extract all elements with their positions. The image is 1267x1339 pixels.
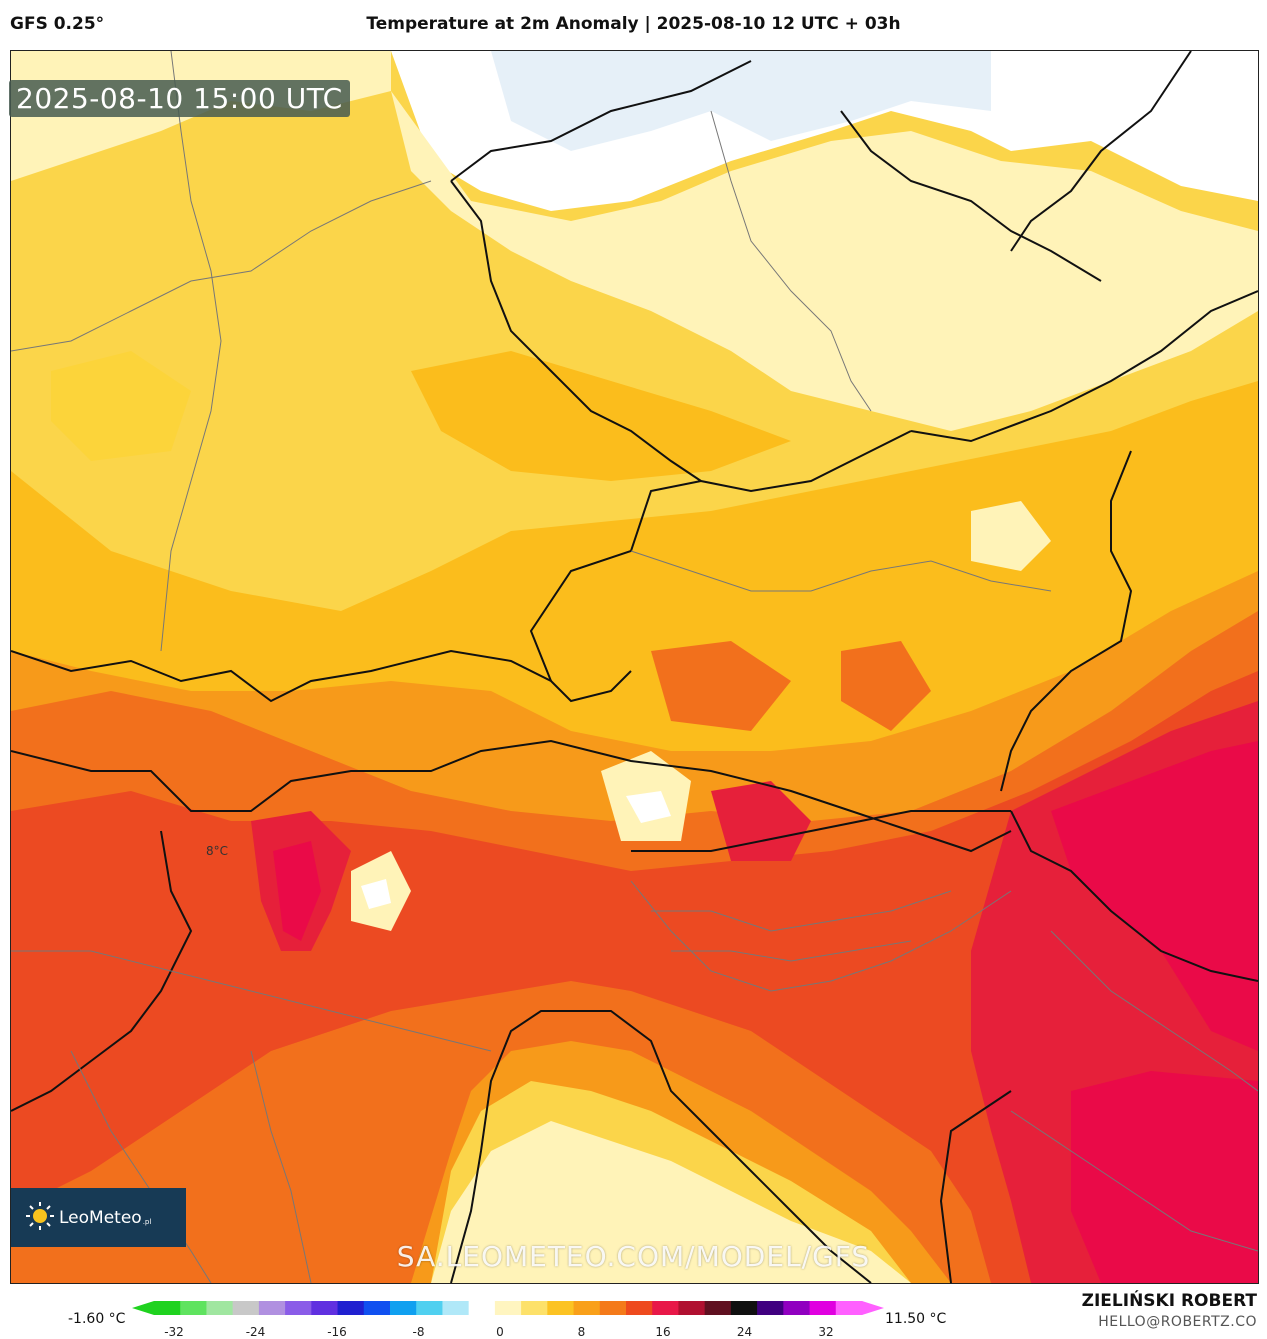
colorbar-swatch [416,1301,443,1315]
country-borders [11,51,1258,1283]
colorbar-max-arrow [862,1301,884,1315]
colorbar-swatch [154,1301,181,1315]
colorbar-swatch [468,1301,496,1315]
colorbar-swatch [626,1301,653,1315]
contour-light-blue [491,51,991,151]
colorbar-swatch [704,1301,732,1315]
map-panel[interactable]: 8°C [10,50,1259,1284]
source-watermark: SA.LEOMETEO.COM/MODEL/GFS [396,1240,871,1273]
valid-time-badge: 2025-08-10 15:00 UTC [9,80,350,117]
colorbar-swatch [757,1301,784,1315]
colorbar-tick-label: -16 [327,1325,347,1339]
author-name: ZIELIŃSKI ROBERT [1081,1291,1257,1311]
contour-orange-bubble-1 [651,641,791,731]
colorbar-swatch [232,1301,260,1315]
colorbar-swatch [390,1301,417,1315]
contour-light-spot-3 [971,501,1051,571]
colorbar-swatch [311,1301,339,1315]
colorbar-swatch [652,1301,679,1315]
colorbar-swatch [258,1301,286,1315]
colorbar-tick-label: 0 [496,1325,504,1339]
colorbar-swatch [573,1301,601,1315]
colorbar-tick-label: 8 [577,1325,586,1339]
contour-orange-bubble-3 [161,741,251,811]
colorbar-tick-label: -32 [164,1325,184,1339]
colorbar-swatch [547,1301,575,1315]
colorbar-tick-label: 16 [655,1325,671,1339]
colorbar-min-label: -1.60 °C [68,1311,126,1327]
colorbar-swatch [206,1301,234,1315]
contour-crimson-se [1071,1071,1258,1283]
colorbar-swatch [783,1301,811,1315]
colorbar-swatch [337,1301,365,1315]
colorbar-tick-label: -8 [412,1325,425,1339]
colorbar-swatch [599,1301,627,1315]
colorbar-swatch [521,1301,548,1315]
anomaly-map [11,51,1258,1283]
colorbar-min-arrow [132,1301,154,1315]
colorbar-max-label: 11.50 °C [885,1311,947,1327]
contour-orange-bubble-2 [841,641,931,731]
logo-text: LeoMeteo [59,1207,142,1228]
contour-white-spot-1 [626,791,671,823]
inline-contour-label: 8°C [206,844,229,858]
colorbar [132,1300,884,1315]
colorbar-swatch [285,1301,312,1315]
colorbar-swatch [678,1301,706,1315]
contour-gold-spot-west [51,351,191,461]
colorbar-swatch [180,1301,207,1315]
author-email[interactable]: HELLO@ROBERTZ.CO [1098,1314,1257,1330]
contour-light-yellow-adriatic [431,1121,911,1283]
contour-white-spot-2 [361,879,391,909]
logo-suffix: .pl [142,1217,152,1226]
contour-red-central [711,781,811,861]
contour-light-yellow [391,91,1258,431]
colorbar-tick-label: -24 [245,1325,266,1339]
region-borders [11,51,1258,1283]
contour-crimson-west [273,841,321,941]
colorbar-swatch [442,1301,470,1315]
colorbar-swatch [835,1301,863,1315]
colorbar-tick-label: 24 [736,1325,753,1339]
colorbar-gradient [132,1301,884,1315]
chart-title: Temperature at 2m Anomaly | 2025-08-10 1… [366,14,901,34]
contour-crimson-east [1051,741,1258,1051]
model-label: GFS 0.25° [10,14,105,34]
colorbar-tick-label: 32 [818,1325,834,1339]
colorbar-swatch [730,1301,758,1315]
colorbar-swatch [363,1301,391,1315]
leometeo-logo[interactable]: LeoMeteo .pl [11,1188,186,1247]
colorbar-swatch [494,1301,522,1315]
sun-icon [25,1201,55,1235]
colorbar-swatch [809,1301,837,1315]
